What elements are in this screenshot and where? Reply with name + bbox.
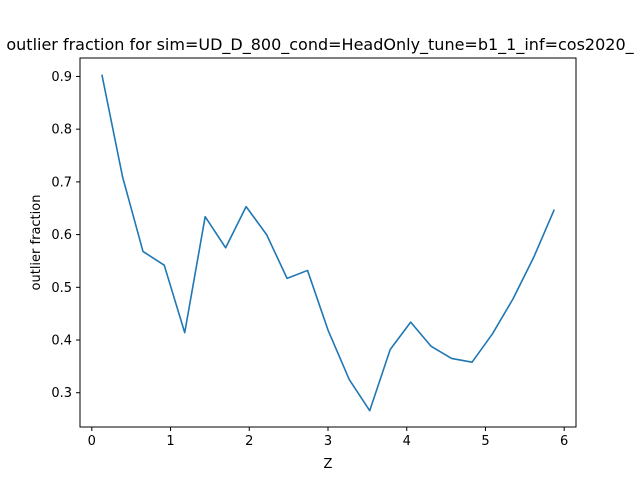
chart-title: outlier fraction for sim=UD_D_800_cond=H…	[6, 35, 634, 55]
x-tick-label: 4	[403, 434, 411, 449]
x-tick-label: 6	[560, 434, 568, 449]
x-tick-label: 2	[245, 434, 253, 449]
y-tick-label: 0.3	[51, 386, 72, 401]
x-tick-label: 0	[88, 434, 96, 449]
y-tick-label: 0.9	[51, 70, 72, 85]
x-axis-label: Z	[324, 457, 333, 472]
y-tick-label: 0.4	[51, 334, 72, 349]
x-tick-label: 1	[166, 434, 174, 449]
y-axis-label: outlier fraction	[29, 195, 44, 291]
y-tick-label: 0.8	[51, 123, 72, 138]
series-layer	[101, 74, 556, 412]
x-tick-label: 5	[481, 434, 489, 449]
y-tick-label: 0.5	[51, 281, 72, 296]
axis-ticks: 0 1 2 3 4 5 6 0.3 0.4 0.5 0.6 0.7 0.8 0.9	[51, 70, 568, 449]
y-tick-label: 0.6	[51, 228, 72, 243]
x-tick-label: 3	[324, 434, 332, 449]
y-tick-label: 0.7	[51, 175, 72, 190]
series-line	[101, 74, 556, 412]
plot-frame	[79, 57, 577, 428]
